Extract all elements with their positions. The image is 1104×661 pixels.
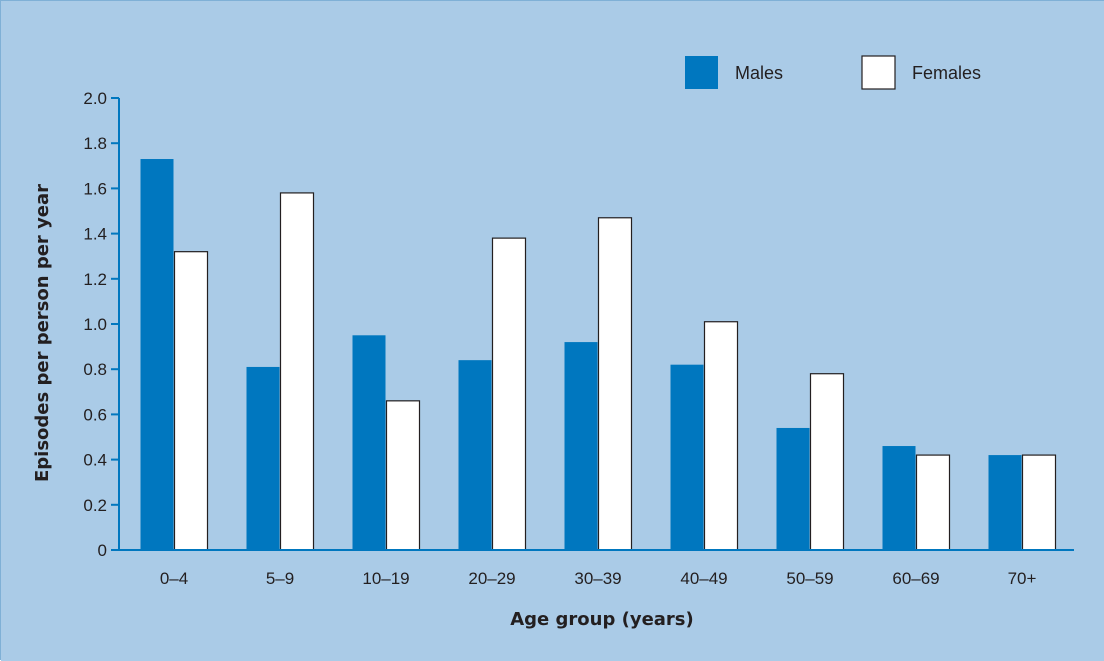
y-tick-label: 0.4	[83, 451, 107, 470]
y-tick-label: 1.0	[83, 315, 107, 334]
bar-males-2	[246, 366, 280, 550]
legend: Males Females	[685, 55, 981, 90]
x-tick-label: 70+	[1008, 569, 1037, 588]
x-tick-label: 5–9	[266, 569, 294, 588]
x-axis-title: Age group (years)	[510, 609, 694, 630]
legend-label-males: Males	[735, 63, 783, 83]
y-tick-label: 1.2	[83, 270, 107, 289]
bar-females-4	[491, 237, 527, 551]
bar-males-3	[352, 335, 386, 550]
y-tick-label: 2.0	[83, 89, 107, 108]
y-axis-title: Episodes per person per year	[32, 184, 53, 482]
y-tick-label: 0	[98, 541, 107, 560]
y-tick-label: 0.6	[83, 405, 107, 424]
x-tick-label: 0–4	[160, 569, 188, 588]
x-tick-label: 20–29	[468, 569, 515, 588]
x-tick-label: 50–59	[786, 569, 833, 588]
x-tick-label: 60–69	[892, 569, 939, 588]
bar-males-6	[670, 364, 704, 550]
bar-females-5	[597, 217, 633, 551]
y-tick-label: 0.8	[83, 360, 107, 379]
legend-swatch-females	[861, 55, 896, 90]
bar-females-8	[915, 454, 951, 551]
y-tick-label: 0.2	[83, 496, 107, 515]
bar-males-4	[458, 360, 492, 550]
y-ticks-group: 0 0.2 0.4 0.6 0.8 1.0 1.2 1.4 1.6 1.8 2.0	[83, 89, 119, 560]
bar-females-7	[809, 373, 845, 551]
x-tick-label: 40–49	[680, 569, 727, 588]
legend-swatch-males	[685, 56, 718, 89]
bar-males-5	[564, 342, 598, 550]
y-tick-label: 1.4	[83, 225, 107, 244]
bar-females-9	[1021, 454, 1057, 551]
x-ticks-group: 0–4 5–9 10–19 20–29 30–39 40–49 50–59 60–69 70+	[160, 569, 1037, 588]
x-tick-label: 30–39	[574, 569, 621, 588]
bar-females-1	[173, 251, 209, 551]
y-tick-label: 1.8	[83, 134, 107, 153]
y-tick-label: 1.6	[83, 179, 107, 198]
bar-females-6	[703, 321, 739, 551]
x-tick-label: 10–19	[362, 569, 409, 588]
bar-males-7	[776, 427, 810, 550]
bar-males-9	[988, 455, 1022, 550]
legend-label-females: Females	[912, 63, 981, 83]
bar-females-2	[279, 192, 315, 551]
bar-females-3	[385, 400, 421, 551]
bar-males-1	[140, 159, 174, 550]
bars-group	[140, 159, 1057, 551]
bar-males-8	[882, 446, 916, 550]
